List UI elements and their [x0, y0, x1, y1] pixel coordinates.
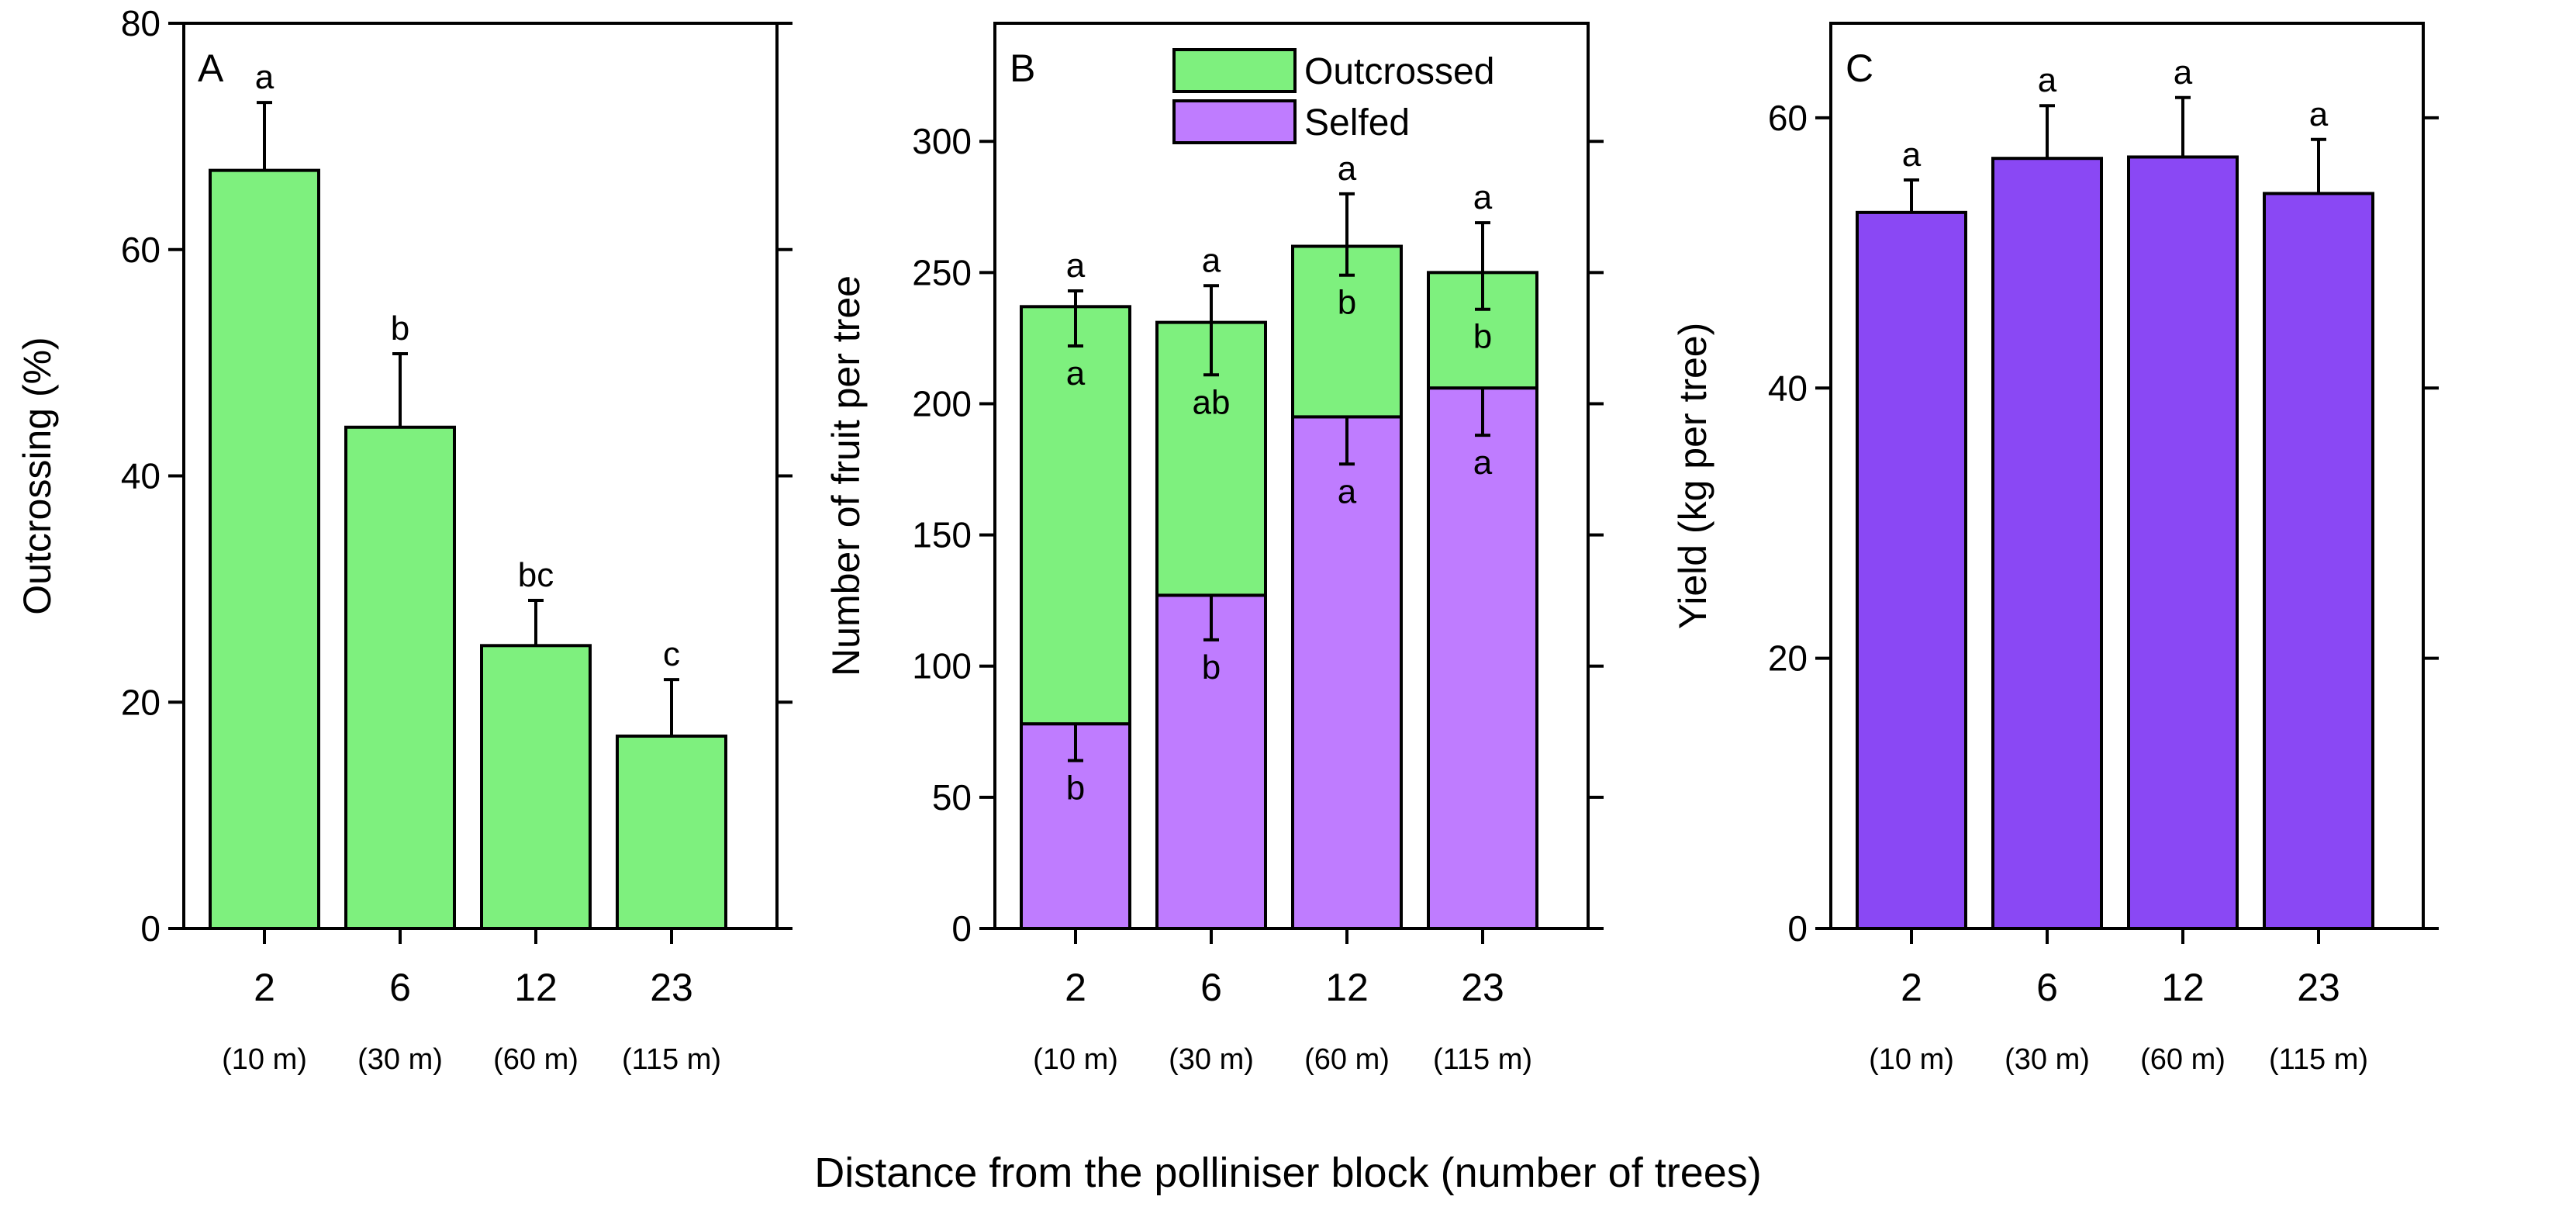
- y-axis-title: Number of fruit per tree: [824, 275, 868, 676]
- legend-outcrossed-swatch: [1172, 48, 1297, 93]
- x-tick-sublabel: (60 m): [2140, 1043, 2226, 1076]
- significance-letter-total: a: [1066, 247, 1086, 285]
- significance-letter: a: [255, 58, 275, 96]
- bar: [1991, 157, 2103, 931]
- significance-letter-selfed: b: [1202, 648, 1221, 686]
- significance-letter-outcrossed: b: [1338, 284, 1356, 322]
- x-tick-label: 23: [650, 966, 693, 1009]
- x-tick-label: 12: [514, 966, 558, 1009]
- panel-b: 0 50 100 150 200 250 300 2 (10 m) 6 (30 m) 12 (60 m)…: [824, 22, 1604, 1076]
- bar: [344, 425, 456, 930]
- y-tick-label: 100: [912, 646, 972, 686]
- significance-letter-selfed: a: [1338, 472, 1357, 510]
- x-tick-sublabel: (30 m): [357, 1043, 443, 1076]
- significance-letter: bc: [518, 556, 554, 594]
- y-tick-label: 40: [121, 456, 161, 496]
- panel-c: 0 20 40 60 2 (10 m) 6 (30 m) 12 (60 m) 23 (115 m) Yi…: [1671, 22, 2439, 1076]
- y-tick-label: 20: [1768, 638, 1808, 679]
- x-tick-sublabel: (10 m): [1869, 1043, 1954, 1076]
- x-tick-label: 23: [2297, 966, 2340, 1009]
- significance-letter-total: a: [1473, 178, 1493, 216]
- significance-letter: a: [2038, 61, 2057, 99]
- x-axis-title: Distance from the polliniser block (numb…: [814, 1150, 1762, 1196]
- x-tick-label: 2: [254, 966, 275, 1009]
- y-tick-label: 60: [1768, 98, 1808, 138]
- significance-letter-outcrossed: a: [1066, 354, 1086, 392]
- x-tick-label: 6: [1200, 966, 1222, 1009]
- y-tick-label: 60: [121, 230, 161, 270]
- bar-outcrossed: [1020, 305, 1131, 726]
- bar: [480, 644, 592, 930]
- significance-letter: a: [2309, 95, 2329, 133]
- legend-selfed-swatch: [1172, 99, 1297, 144]
- y-axis-title: Yield (kg per tree): [1671, 323, 1714, 630]
- plot-frame: [993, 22, 1590, 930]
- y-tick-label: 200: [912, 383, 972, 424]
- x-tick-label: 2: [1901, 966, 1922, 1009]
- bar: [2263, 192, 2374, 930]
- x-tick-sublabel: (30 m): [2005, 1043, 2090, 1076]
- y-tick-label: 40: [1768, 368, 1808, 408]
- x-tick-sublabel: (115 m): [1433, 1043, 1532, 1076]
- x-tick-label: 12: [1325, 966, 1369, 1009]
- plot-frame: [182, 22, 779, 930]
- x-tick-sublabel: (60 m): [1304, 1043, 1390, 1076]
- y-tick-label: 50: [932, 777, 972, 818]
- y-tick-label: 300: [912, 121, 972, 161]
- panel-letter: C: [1846, 47, 1873, 90]
- x-tick-sublabel: (115 m): [622, 1043, 721, 1076]
- x-tick-label: 6: [2036, 966, 2058, 1009]
- x-tick-label: 12: [2161, 966, 2205, 1009]
- plot-frame: [1829, 22, 2425, 930]
- bar: [2127, 155, 2239, 930]
- significance-letter-total: a: [1202, 241, 1221, 279]
- significance-letter: c: [663, 635, 680, 673]
- y-tick-label: 0: [140, 908, 161, 949]
- x-tick-sublabel: (10 m): [1033, 1043, 1118, 1076]
- y-tick-label: 250: [912, 252, 972, 292]
- significance-letter-total: a: [1338, 150, 1357, 188]
- panel-letter: A: [198, 47, 224, 90]
- x-tick-sublabel: (60 m): [493, 1043, 578, 1076]
- bar: [1856, 210, 1967, 930]
- bar-selfed: [1427, 386, 1538, 930]
- significance-letter-outcrossed: b: [1473, 318, 1492, 356]
- bar-selfed: [1155, 593, 1267, 930]
- significance-letter-selfed: b: [1066, 769, 1085, 807]
- y-tick-label: 20: [121, 682, 161, 722]
- panel-letter: B: [1010, 47, 1035, 90]
- significance-letter: b: [391, 309, 409, 348]
- x-tick-label: 2: [1065, 966, 1086, 1009]
- x-tick-sublabel: (115 m): [2269, 1043, 2368, 1076]
- legend-outcrossed-label: Outcrossed: [1304, 51, 1494, 92]
- significance-letter-outcrossed: ab: [1193, 383, 1231, 421]
- x-tick-sublabel: (10 m): [222, 1043, 307, 1076]
- significance-letter: a: [1902, 136, 1922, 174]
- legend-selfed-label: Selfed: [1304, 102, 1410, 144]
- y-tick-label: 0: [1787, 908, 1808, 949]
- significance-letter-selfed: a: [1473, 444, 1493, 482]
- significance-letter: a: [2174, 54, 2193, 92]
- y-tick-label: 150: [912, 515, 972, 555]
- x-tick-label: 23: [1461, 966, 1504, 1009]
- x-tick-label: 6: [389, 966, 411, 1009]
- bar: [616, 735, 727, 931]
- panel-a: 0 20 40 60 80 2 (10 m) 6 (30 m) 12 (60 m) 23 (115 m)…: [16, 3, 792, 1076]
- y-tick-label: 80: [121, 3, 161, 43]
- y-tick-label: 0: [951, 908, 972, 949]
- bar: [209, 168, 320, 930]
- x-tick-sublabel: (30 m): [1169, 1043, 1254, 1076]
- y-axis-title: Outcrossing (%): [16, 337, 59, 614]
